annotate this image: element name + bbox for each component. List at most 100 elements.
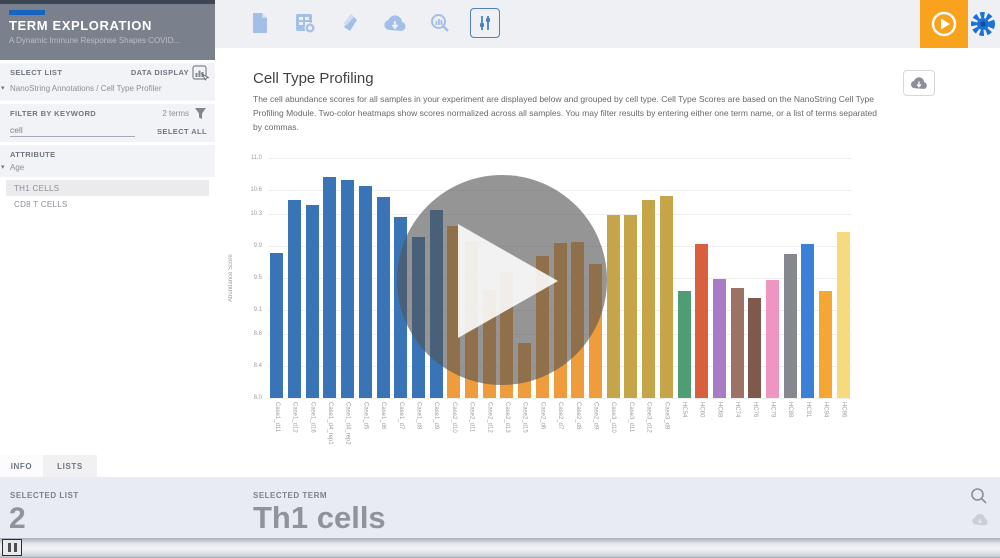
y-axis-tick: 8.0 — [253, 395, 262, 401]
y-axis-tick: 9.9 — [253, 243, 262, 249]
y-axis-tick: 10.3 — [250, 211, 262, 217]
selected-list-value: 2 — [9, 502, 26, 535]
x-axis-labels: Case1_d11 Case1_d12 Case1_d16 Case1_d4_rep1… — [268, 402, 852, 452]
flask-icon[interactable] — [335, 8, 365, 38]
x-axis-label: Case1_d12 — [291, 402, 298, 433]
bottom-tab-row: INFO LISTS — [0, 448, 1000, 477]
x-axis-label: Case1_d8 — [415, 402, 422, 430]
chart-bar — [730, 287, 744, 398]
x-axis-label: Case3_d12 — [645, 402, 652, 433]
y-axis-tick: 8.8 — [253, 331, 262, 337]
attribute-label: ATTRIBUTE — [10, 150, 56, 159]
cloud-icon[interactable] — [971, 513, 989, 531]
y-axis-tick: 9.5 — [253, 275, 262, 281]
x-axis-label: Case2_d9 — [592, 402, 599, 430]
x-axis-label: HC96 — [840, 402, 847, 418]
content-description: The cell abundance scores for all sample… — [253, 94, 877, 133]
gridline — [268, 398, 852, 399]
x-axis-label: Case1_d4_rep2 — [344, 402, 351, 445]
sidebar-header: TERM EXPLORATION A Dynamic Immune Respon… — [0, 0, 215, 60]
experiment-subtitle: A Dynamic Immune Response Shapes COVID..… — [9, 36, 181, 45]
sidebar: TERM EXPLORATION A Dynamic Immune Respon… — [0, 0, 215, 448]
term-list-item[interactable]: CD8 T CELLS — [14, 199, 68, 209]
chart-download-button[interactable] — [903, 70, 935, 96]
chart-bar — [677, 290, 691, 398]
chart-bar — [766, 280, 780, 398]
play-icon[interactable] — [458, 224, 558, 338]
chart-bar — [819, 290, 833, 398]
x-axis-label: Case2_d10 — [450, 402, 457, 433]
x-axis-label: Case3_d10 — [610, 402, 617, 433]
x-axis-label: Case2_d13 — [503, 402, 510, 433]
x-axis-label: Case2_d11 — [468, 402, 475, 433]
y-axis-tick: 11.0 — [250, 155, 262, 161]
x-axis-label: Case2_d7 — [557, 402, 564, 430]
y-axis: 8.0 8.4 8.8 9.1 9.5 9.9 10.3 10.6 11.0 — [236, 155, 264, 401]
selected-list-label: SELECTED LIST — [10, 491, 79, 500]
content-title: Cell Type Profiling — [253, 70, 374, 87]
keyword-filter-input[interactable] — [10, 125, 135, 137]
x-axis-label: HC88 — [787, 402, 794, 418]
gridline — [268, 190, 852, 191]
chart-bar — [606, 214, 620, 398]
selected-term-value: Th1 cells — [253, 500, 386, 535]
chart-bar — [305, 205, 319, 398]
chart-bar — [624, 214, 638, 398]
x-axis-label: HC74 — [734, 402, 741, 418]
document-icon[interactable] — [245, 8, 275, 38]
chart-bar — [712, 278, 726, 398]
x-axis-label: Case2_d15 — [521, 402, 528, 433]
y-axis-title: Abundance Score — [228, 254, 234, 302]
x-axis-label: HC60 — [698, 402, 705, 418]
chart-bar — [376, 197, 390, 398]
chevron-down-icon[interactable]: ▾ — [1, 164, 5, 171]
x-axis-label: Case1_d11 — [273, 402, 280, 433]
select-list-value[interactable]: NanoString Annotations / Cell Type Profi… — [10, 84, 162, 93]
data-display-chart-icon[interactable] — [192, 65, 209, 87]
pause-button[interactable] — [2, 539, 22, 556]
x-axis-label: HC68 — [716, 402, 723, 418]
chart-bar — [642, 199, 656, 398]
chevron-down-icon[interactable]: ▾ — [1, 85, 5, 92]
attribute-section: ATTRIBUTE ▾ Age — [0, 145, 215, 177]
term-list-item[interactable]: TH1 CELLS — [6, 180, 209, 196]
attribute-value[interactable]: Age — [10, 163, 25, 172]
accent-bar — [9, 10, 45, 15]
gridline — [268, 158, 852, 159]
y-axis-tick: 8.4 — [253, 363, 262, 369]
chart-zoom-icon[interactable] — [425, 8, 455, 38]
filter-funnel-icon[interactable] — [194, 107, 207, 125]
search-icon[interactable] — [970, 487, 988, 510]
x-axis-label: Case1_d16 — [309, 402, 316, 433]
page-title: TERM EXPLORATION — [9, 18, 152, 33]
x-axis-label: HC91 — [804, 402, 811, 418]
x-axis-label: Case3_d11 — [627, 402, 634, 433]
terms-count-badge: 2 terms — [162, 109, 189, 118]
chart-bar — [801, 243, 815, 398]
cloud-download-icon[interactable] — [380, 8, 410, 38]
x-axis-label: Case1_d6 — [380, 402, 387, 430]
y-axis-tick: 9.1 — [253, 307, 262, 313]
tab-lists[interactable]: LISTS — [43, 455, 97, 477]
chart-bar — [270, 253, 284, 398]
sliders-icon[interactable] — [470, 8, 500, 38]
window-top-strip — [0, 0, 215, 4]
filter-label: FILTER BY KEYWORD — [10, 109, 97, 118]
header-play-button[interactable] — [920, 0, 968, 48]
toolbar — [215, 0, 1000, 48]
chart-bar — [288, 200, 302, 398]
chart-bar — [695, 243, 709, 398]
x-axis-label: HC94 — [822, 402, 829, 418]
x-axis-label: Case1_d4_rep1 — [326, 402, 333, 445]
settings-gear-icon[interactable] — [968, 9, 998, 39]
x-axis-label: Case2_d8 — [574, 402, 581, 430]
report-table-icon[interactable] — [290, 8, 320, 38]
chart-bar — [748, 298, 762, 398]
filter-section: FILTER BY KEYWORD 2 terms SELECT ALL — [0, 104, 215, 142]
x-axis-label: HC54 — [681, 402, 688, 418]
tab-info[interactable]: INFO — [0, 455, 43, 477]
chart-bar — [341, 179, 355, 398]
selected-term-label: SELECTED TERM — [253, 491, 328, 500]
select-all-button[interactable]: SELECT ALL — [157, 127, 207, 136]
